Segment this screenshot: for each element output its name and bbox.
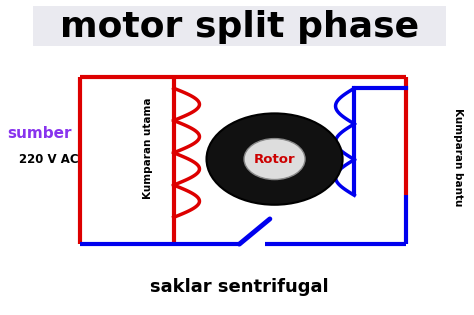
FancyBboxPatch shape (33, 6, 446, 46)
Text: 220 V AC: 220 V AC (19, 152, 79, 166)
Text: saklar sentrifugal: saklar sentrifugal (150, 278, 328, 296)
Text: Kumparan utama: Kumparan utama (143, 97, 153, 199)
Circle shape (244, 139, 305, 180)
Text: motor split phase: motor split phase (60, 10, 419, 44)
Circle shape (207, 113, 343, 205)
Text: Kumparan bantu: Kumparan bantu (453, 108, 463, 207)
Text: Rotor: Rotor (254, 152, 295, 166)
Text: sumber: sumber (8, 126, 72, 141)
